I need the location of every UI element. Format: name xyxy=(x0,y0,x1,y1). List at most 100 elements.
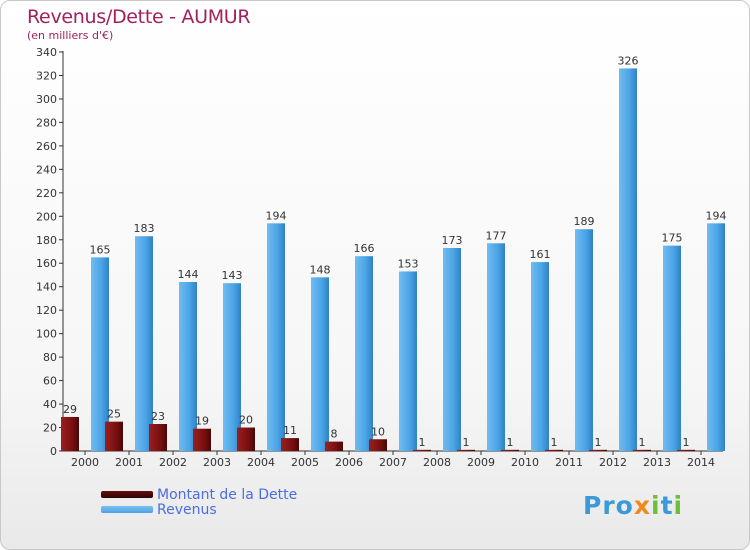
data-label-revenus: 143 xyxy=(222,269,243,282)
bar-dette xyxy=(545,449,563,451)
bar-revenus xyxy=(135,236,153,451)
logo-letter: x xyxy=(633,491,651,520)
data-label-dette: 1 xyxy=(551,436,558,449)
data-label-dette: 29 xyxy=(63,403,77,416)
data-label-dette: 8 xyxy=(331,428,338,441)
x-tick-label: 2013 xyxy=(643,456,671,469)
proxiti-logo: Proxiti xyxy=(583,491,683,520)
logo-letter: i xyxy=(651,491,661,520)
bar-dette xyxy=(369,439,387,451)
bar-revenus xyxy=(223,283,241,451)
y-tick-label: 260 xyxy=(36,140,57,153)
data-label-revenus: 161 xyxy=(530,248,551,261)
logo-letter: t xyxy=(660,491,674,520)
logo-letter: r xyxy=(602,491,616,520)
bar-revenus xyxy=(91,257,109,451)
y-tick-label: 220 xyxy=(36,187,57,200)
data-label-dette: 1 xyxy=(595,436,602,449)
data-label-revenus: 194 xyxy=(706,209,727,222)
y-tick-label: 160 xyxy=(36,257,57,270)
bar-revenus xyxy=(487,243,505,451)
logo-letter: i xyxy=(673,491,684,520)
data-label-dette: 1 xyxy=(419,436,426,449)
legend-swatch-dette xyxy=(101,491,153,498)
data-label-dette: 11 xyxy=(283,424,297,437)
logo-letter: P xyxy=(583,491,603,520)
data-label-revenus: 194 xyxy=(266,209,287,222)
x-tick-label: 2003 xyxy=(203,456,231,469)
data-label-dette: 1 xyxy=(683,436,690,449)
data-label-revenus: 153 xyxy=(398,257,419,270)
legend-swatch-revenus xyxy=(101,506,153,513)
chart-subtitle: (en milliers d'€) xyxy=(27,29,114,42)
data-label-dette: 20 xyxy=(239,414,253,427)
bar-dette xyxy=(281,438,299,451)
y-tick-label: 140 xyxy=(36,281,57,294)
bar-dette xyxy=(149,424,167,451)
bar-revenus xyxy=(399,271,417,451)
y-tick-label: 200 xyxy=(36,210,57,223)
x-tick-label: 2000 xyxy=(71,456,99,469)
data-label-revenus: 144 xyxy=(178,268,199,281)
bar-dette xyxy=(633,449,651,451)
data-label-revenus: 189 xyxy=(574,215,595,228)
x-tick-label: 2008 xyxy=(423,456,451,469)
data-label-dette: 19 xyxy=(195,415,209,428)
legend-label-revenus: Revenus xyxy=(157,502,217,518)
bar-revenus xyxy=(707,223,725,451)
data-label-revenus: 166 xyxy=(354,242,375,255)
bar-dette xyxy=(193,428,211,451)
bar-dette xyxy=(457,449,475,451)
data-label-revenus: 173 xyxy=(442,234,463,247)
x-tick-label: 2001 xyxy=(115,456,143,469)
y-tick-label: 60 xyxy=(43,375,57,388)
bar-revenus xyxy=(575,229,593,451)
y-tick-label: 300 xyxy=(36,93,57,106)
y-tick-label: 0 xyxy=(50,445,57,458)
bar-revenus xyxy=(531,262,549,451)
data-label-revenus: 165 xyxy=(90,243,111,256)
y-tick-label: 120 xyxy=(36,304,57,317)
bar-revenus xyxy=(355,256,373,451)
x-tick-label: 2002 xyxy=(159,456,187,469)
x-tick-label: 2014 xyxy=(687,456,715,469)
bar-dette xyxy=(237,427,255,451)
legend-label-dette: Montant de la Dette xyxy=(157,487,298,503)
bar-revenus xyxy=(267,223,285,451)
chart-title: Revenus/Dette - AUMUR xyxy=(27,6,251,28)
logo-letter: o xyxy=(615,491,634,520)
bar-dette xyxy=(413,449,431,451)
data-label-dette: 1 xyxy=(639,436,646,449)
x-tick-label: 2005 xyxy=(291,456,319,469)
y-tick-label: 280 xyxy=(36,116,57,129)
bar-dette xyxy=(61,416,79,451)
data-label-revenus: 326 xyxy=(618,54,639,67)
bar-revenus xyxy=(311,277,329,451)
x-tick-label: 2006 xyxy=(335,456,363,469)
bar-dette xyxy=(325,441,343,451)
data-label-revenus: 175 xyxy=(662,232,683,245)
x-tick-label: 2010 xyxy=(511,456,539,469)
bar-revenus xyxy=(443,247,461,451)
y-tick-label: 40 xyxy=(43,398,57,411)
y-tick-label: 320 xyxy=(36,69,57,82)
y-tick-label: 20 xyxy=(43,422,57,435)
data-label-dette: 1 xyxy=(507,436,514,449)
bar-dette xyxy=(677,449,695,451)
x-tick-label: 2007 xyxy=(379,456,407,469)
data-label-revenus: 148 xyxy=(310,263,331,276)
data-label-dette: 23 xyxy=(151,410,165,423)
data-label-dette: 10 xyxy=(371,425,385,438)
y-tick-label: 180 xyxy=(36,234,57,247)
bar-revenus xyxy=(619,68,637,451)
data-label-revenus: 183 xyxy=(134,222,155,235)
bar-revenus xyxy=(663,245,681,451)
data-label-dette: 25 xyxy=(107,408,121,421)
y-tick-label: 240 xyxy=(36,163,57,176)
data-label-dette: 1 xyxy=(463,436,470,449)
y-tick-label: 100 xyxy=(36,328,57,341)
x-tick-label: 2009 xyxy=(467,456,495,469)
x-tick-label: 2012 xyxy=(599,456,627,469)
